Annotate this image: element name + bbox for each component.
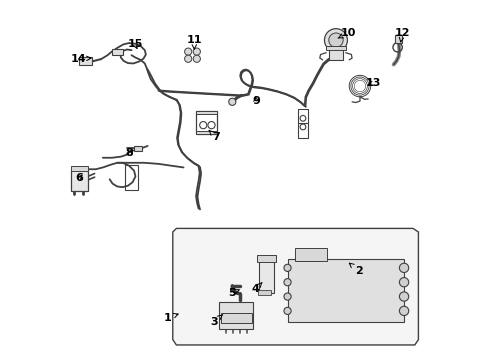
Text: 1: 1 xyxy=(163,313,178,323)
Bar xyxy=(394,35,402,43)
Text: 14: 14 xyxy=(71,54,91,64)
Circle shape xyxy=(328,33,343,47)
Text: 12: 12 xyxy=(394,28,409,42)
Circle shape xyxy=(228,98,235,105)
Bar xyxy=(257,291,271,295)
Circle shape xyxy=(399,292,408,301)
Circle shape xyxy=(399,306,408,316)
Text: 3: 3 xyxy=(210,315,223,327)
Circle shape xyxy=(193,55,200,62)
Text: 7: 7 xyxy=(209,130,219,142)
Bar xyxy=(258,257,273,293)
Circle shape xyxy=(284,279,290,286)
Bar xyxy=(328,49,343,60)
Bar xyxy=(196,111,217,114)
Bar xyxy=(257,255,275,262)
Bar xyxy=(112,49,122,55)
Text: 9: 9 xyxy=(251,96,260,106)
Circle shape xyxy=(207,122,215,129)
Circle shape xyxy=(184,55,191,62)
Circle shape xyxy=(284,264,290,271)
Circle shape xyxy=(399,263,408,273)
Text: 13: 13 xyxy=(365,78,381,88)
Circle shape xyxy=(300,124,305,130)
Bar xyxy=(287,259,403,321)
Circle shape xyxy=(300,116,305,121)
Circle shape xyxy=(193,48,200,55)
Circle shape xyxy=(184,48,191,55)
Bar xyxy=(70,170,88,191)
Circle shape xyxy=(399,278,408,287)
Bar xyxy=(221,313,251,323)
Text: 8: 8 xyxy=(125,148,133,158)
Bar xyxy=(196,131,217,134)
Text: 15: 15 xyxy=(127,40,142,49)
Bar xyxy=(325,46,345,50)
Text: 11: 11 xyxy=(186,35,202,49)
Circle shape xyxy=(284,293,290,300)
Circle shape xyxy=(324,29,346,51)
Text: 4: 4 xyxy=(251,283,262,294)
Bar xyxy=(219,302,253,329)
Circle shape xyxy=(284,307,290,315)
Bar xyxy=(125,165,138,190)
Bar xyxy=(70,166,88,171)
Bar xyxy=(297,109,308,138)
Bar xyxy=(196,111,217,134)
Text: 10: 10 xyxy=(337,28,355,38)
Bar xyxy=(79,57,92,65)
Bar xyxy=(294,248,326,261)
Polygon shape xyxy=(172,228,418,345)
Bar xyxy=(134,145,142,150)
Circle shape xyxy=(199,122,206,129)
Text: 2: 2 xyxy=(348,263,363,276)
Text: 5: 5 xyxy=(228,288,239,298)
Text: 6: 6 xyxy=(75,173,82,183)
